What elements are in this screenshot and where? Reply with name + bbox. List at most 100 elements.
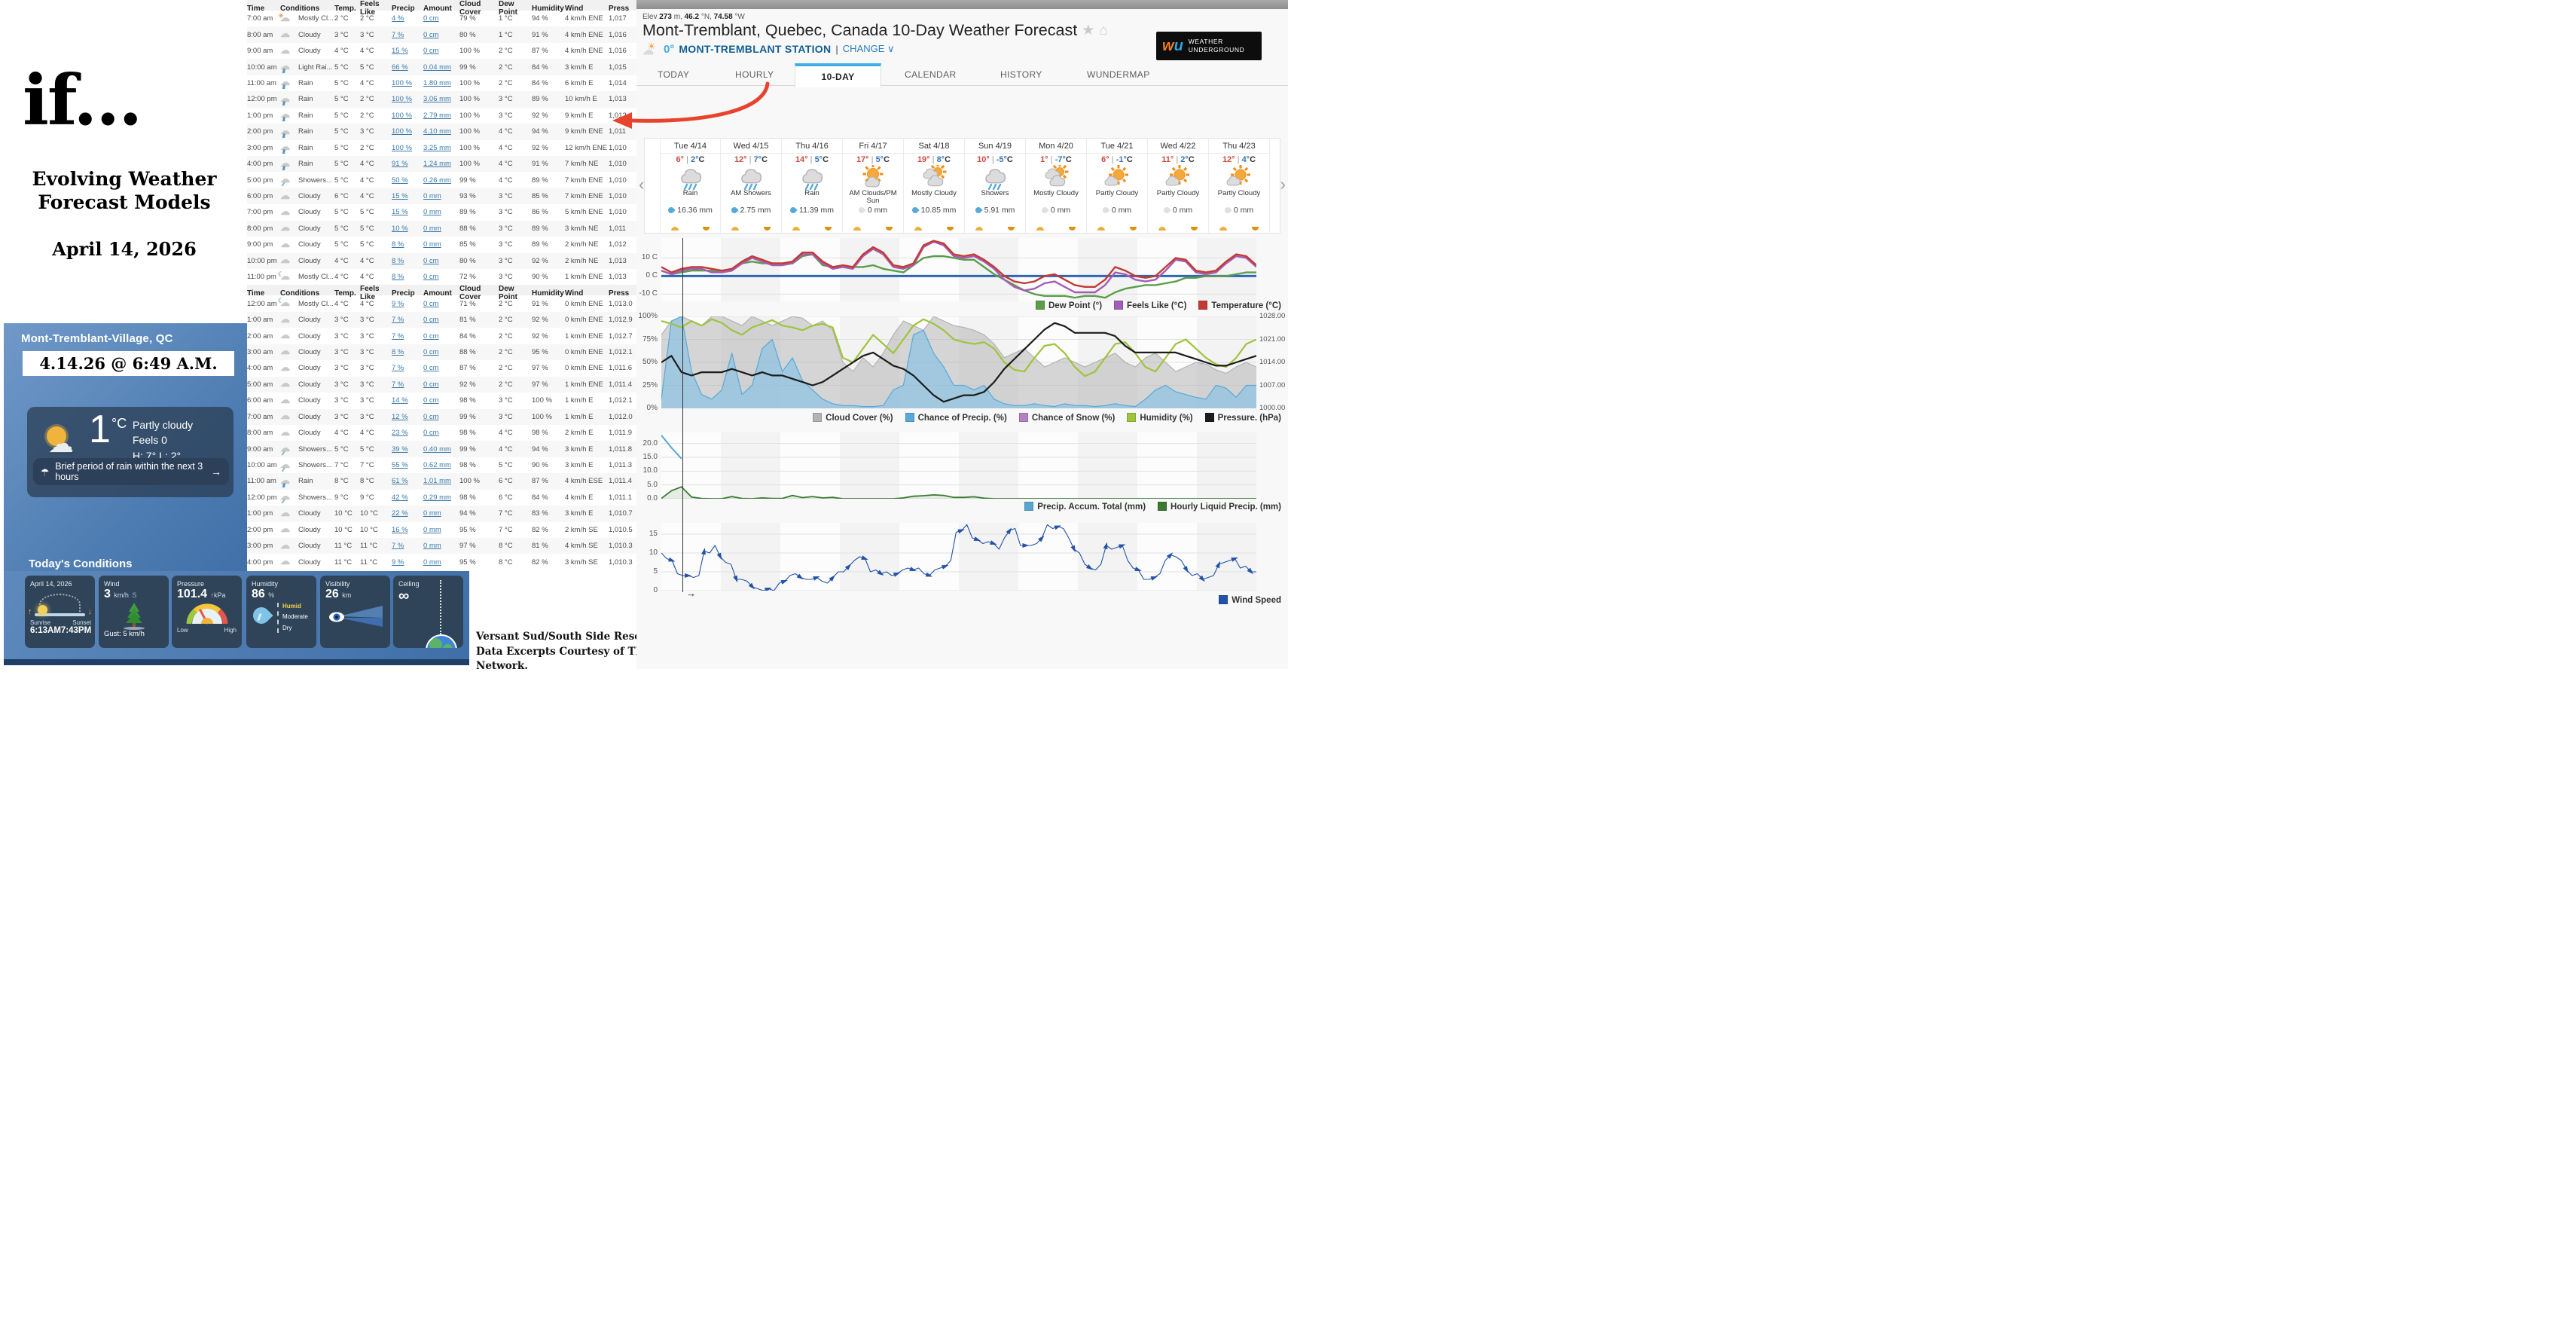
station-name-link[interactable]: MONT-TREMBLANT STATION: [679, 43, 832, 55]
precip-link[interactable]: 39 %: [392, 444, 408, 454]
tab-10-day[interactable]: 10-DAY: [795, 63, 881, 87]
amount-link[interactable]: 0 cm: [423, 14, 439, 23]
amount-link[interactable]: 0 cm: [423, 30, 439, 39]
forecast-card-6[interactable]: Sun 4/19 10° | -5°C Showers 5.91 mm: [965, 139, 1026, 233]
precip-link[interactable]: 42 %: [392, 493, 408, 502]
precip-link[interactable]: 15 %: [392, 192, 408, 201]
amount-link[interactable]: 0 mm: [423, 509, 441, 518]
amount-link[interactable]: 0.40 mm: [423, 444, 451, 454]
pressure-label: Pressure: [177, 580, 205, 588]
precip-link[interactable]: 100 %: [392, 111, 412, 120]
precip-link[interactable]: 16 %: [392, 525, 408, 534]
precip-link[interactable]: 10 %: [392, 224, 408, 233]
tab-wundermap[interactable]: WUNDERMAP: [1087, 69, 1150, 80]
precip-link[interactable]: 91 %: [392, 160, 408, 169]
precip-link[interactable]: 100 %: [392, 78, 412, 87]
amount-link[interactable]: 0 mm: [423, 192, 441, 201]
precip-link[interactable]: 23 %: [392, 429, 408, 438]
amount-link[interactable]: 0 cm: [423, 380, 439, 389]
favorite-star-icon[interactable]: ★: [1082, 23, 1095, 38]
cloudy-icon: ☁: [280, 506, 290, 518]
card-temps: 1° | -7°C: [1040, 155, 1072, 164]
amount-link[interactable]: 0 cm: [423, 316, 439, 325]
precip-link[interactable]: 4 %: [392, 14, 404, 23]
amount-link[interactable]: 0 cm: [423, 331, 439, 341]
amount-link[interactable]: 0 cm: [423, 396, 439, 405]
precip-link[interactable]: 7 %: [392, 364, 404, 373]
amount-link[interactable]: 0 cm: [423, 364, 439, 373]
precip-link[interactable]: 50 %: [392, 176, 408, 185]
precip-link[interactable]: 7 %: [392, 331, 404, 341]
precip-link[interactable]: 8 %: [392, 347, 404, 356]
amount-link[interactable]: 0.26 mm: [423, 176, 451, 185]
amount-link[interactable]: 0 mm: [423, 240, 441, 249]
humidity-unit: %: [268, 591, 275, 599]
amount-link[interactable]: 3.25 mm: [423, 143, 451, 152]
precip-link[interactable]: 9 %: [392, 299, 404, 308]
precip-link[interactable]: 15 %: [392, 208, 408, 217]
home-icon[interactable]: ⌂: [1099, 22, 1108, 38]
amount-link[interactable]: 0 cm: [423, 256, 439, 265]
amount-link[interactable]: 0.62 mm: [423, 461, 451, 470]
amount-link[interactable]: 0 cm: [423, 429, 439, 438]
precip-link[interactable]: 61 %: [392, 477, 408, 486]
precip-link[interactable]: 100 %: [392, 95, 412, 104]
card-condition: Mostly Cloudy: [1033, 189, 1079, 197]
forecast-card-3[interactable]: Thu 4/16 14° | 5°C Rain 11.39 mm: [782, 139, 843, 233]
precip-link[interactable]: 100 %: [392, 127, 412, 136]
chevron-left-icon[interactable]: ‹: [639, 175, 645, 194]
card-riseset: [1026, 227, 1086, 231]
amount-link[interactable]: 0 mm: [423, 224, 441, 233]
precip-link[interactable]: 14 %: [392, 396, 408, 405]
forecast-card-9[interactable]: Wed 4/22 11° | 2°C Partly Cloudy 0 mm: [1148, 139, 1209, 233]
precip-link[interactable]: 7 %: [392, 542, 404, 551]
precip-link[interactable]: 8 %: [392, 240, 404, 249]
precip-link[interactable]: 8 %: [392, 256, 404, 265]
precip-link[interactable]: 55 %: [392, 461, 408, 470]
precip-link[interactable]: 12 %: [392, 412, 408, 421]
amount-link[interactable]: 0.29 mm: [423, 493, 451, 502]
amount-link[interactable]: 0 mm: [423, 558, 441, 567]
precip-link[interactable]: 100 %: [392, 143, 412, 152]
amount-link[interactable]: 1.80 mm: [423, 78, 451, 87]
amount-link[interactable]: 4.10 mm: [423, 127, 451, 136]
cloudy-icon: ☁: [280, 555, 290, 567]
time-cursor-line[interactable]: [682, 238, 683, 592]
amount-link[interactable]: 0 cm: [423, 47, 439, 56]
amount-link[interactable]: 0 cm: [423, 299, 439, 308]
precip-link[interactable]: 22 %: [392, 509, 408, 518]
precip-link[interactable]: 7 %: [392, 30, 404, 39]
tab-calendar[interactable]: CALENDAR: [905, 69, 957, 80]
amount-link[interactable]: 0 cm: [423, 412, 439, 421]
precip-link[interactable]: 9 %: [392, 558, 404, 567]
amount-link[interactable]: 2.79 mm: [423, 111, 451, 120]
chevron-right-icon[interactable]: ›: [1280, 175, 1286, 194]
amount-link[interactable]: 0.04 mm: [423, 63, 451, 72]
wind-legend: Wind Speed: [1219, 595, 1281, 605]
amount-link[interactable]: 1.24 mm: [423, 160, 451, 169]
amount-link[interactable]: 3.06 mm: [423, 95, 451, 104]
forecast-card-8[interactable]: Tue 4/21 6° | -1°C Partly Cloudy 0 mm: [1087, 139, 1148, 233]
amount-link[interactable]: 0 mm: [423, 525, 441, 534]
amount-link[interactable]: 0 cm: [423, 273, 439, 282]
forecast-card-5[interactable]: Sat 4/18 19° | 8°C Mostly Cloudy 10.85 mm: [904, 139, 965, 233]
forecast-card-1[interactable]: Tue 4/14 6° | 2°C Rain 16.36 mm: [660, 139, 721, 233]
precip-link[interactable]: 15 %: [392, 47, 408, 56]
amount-link[interactable]: 0 mm: [423, 208, 441, 217]
precip-link[interactable]: 7 %: [392, 316, 404, 325]
rain-alert-banner[interactable]: ☂ Brief period of rain within the next 3…: [33, 458, 229, 485]
amount-link[interactable]: 0 mm: [423, 542, 441, 551]
tab-history[interactable]: HISTORY: [1000, 69, 1042, 80]
precip-link[interactable]: 7 %: [392, 380, 404, 389]
forecast-card-10[interactable]: Thu 4/23 12° | 4°C Partly Cloudy 0 mm: [1209, 139, 1270, 233]
tab-today[interactable]: TODAY: [658, 69, 690, 80]
forecast-card-2[interactable]: Wed 4/15 12° | 7°C AM Showers 2.75 mm: [721, 139, 782, 233]
change-station-link[interactable]: CHANGE ∨: [842, 43, 895, 54]
precip-link[interactable]: 8 %: [392, 273, 404, 282]
forecast-card-4[interactable]: Fri 4/17 17° | 5°C AM Clouds/PM Sun 0 mm: [843, 139, 904, 233]
amount-link[interactable]: 1.01 mm: [423, 477, 451, 486]
tab-hourly[interactable]: HOURLY: [735, 69, 774, 80]
forecast-card-7[interactable]: Mon 4/20 1° | -7°C Mostly Cloudy 0 mm: [1026, 139, 1087, 233]
precip-link[interactable]: 66 %: [392, 63, 408, 72]
amount-link[interactable]: 0 cm: [423, 347, 439, 356]
